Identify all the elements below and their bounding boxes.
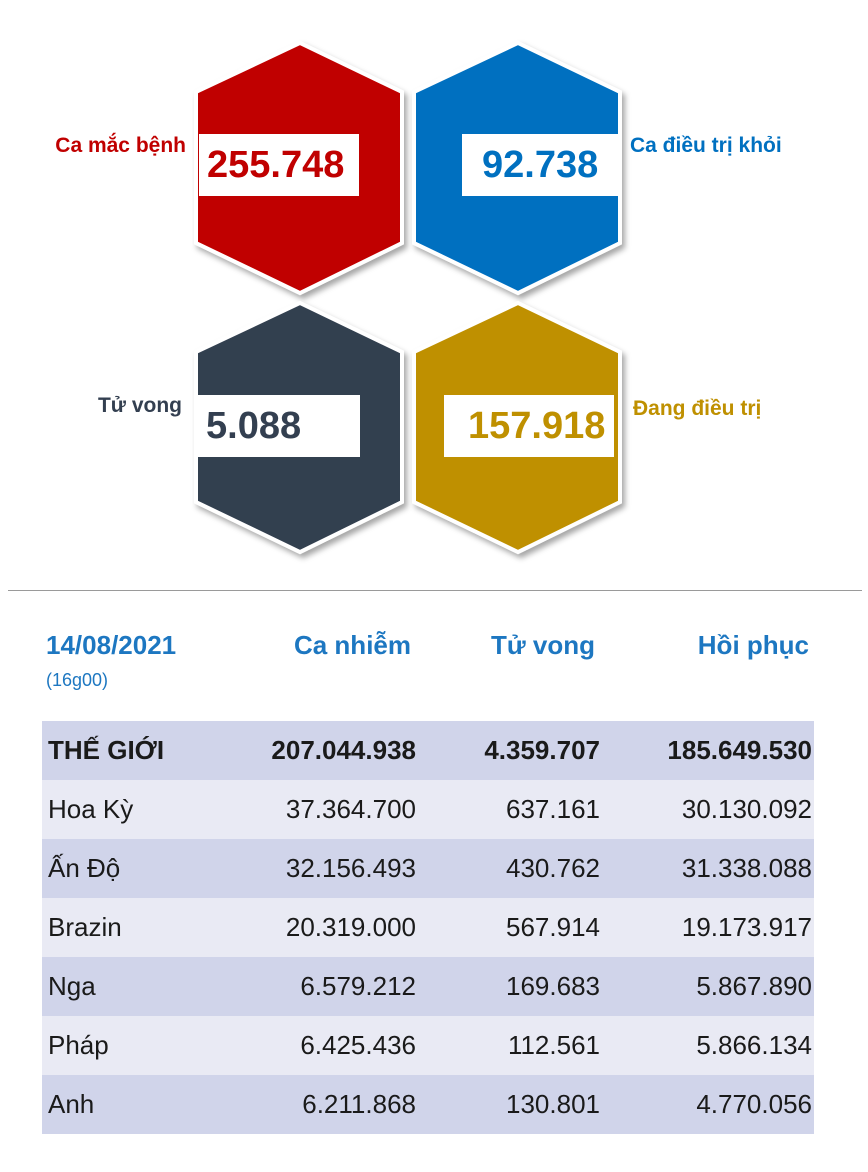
table-time: (16g00)	[46, 670, 109, 690]
deaths-cell: 430.762	[506, 853, 600, 883]
recovered-cell: 31.338.088	[681, 853, 812, 883]
deaths-cell: 130.801	[506, 1089, 600, 1119]
column-header-deaths: Tử vong	[490, 630, 595, 660]
deaths-cell: 567.914	[506, 912, 600, 942]
treating-label: Đang điều trị	[633, 397, 762, 420]
deaths-cell: 112.561	[507, 1030, 600, 1060]
recovered-cell: 19.173.917	[681, 912, 812, 942]
recovered-label: Ca điều trị khỏi	[630, 134, 782, 157]
cases-cell: 37.364.700	[285, 794, 416, 824]
deaths-label: Tử vong	[97, 394, 182, 417]
table-row: Anh 6.211.868 130.801 4.770.056	[42, 1075, 814, 1134]
cases-cell: 6.579.212	[300, 971, 416, 1001]
deaths-cell: 4.359.707	[484, 735, 600, 765]
country-name: Nga	[48, 971, 96, 1001]
cases-cell: 32.156.493	[285, 853, 416, 883]
deaths-value: 5.088	[198, 395, 360, 457]
recovered-cell: 30.130.092	[681, 794, 812, 824]
recovered-cell: 4.770.056	[696, 1089, 812, 1119]
table-row: Brazin 20.319.000 567.914 19.173.917	[42, 898, 814, 957]
table-date: 14/08/2021	[46, 630, 177, 660]
country-name: Hoa Kỳ	[48, 794, 134, 824]
table-row: Pháp 6.425.436 112.561 5.866.134	[42, 1016, 814, 1075]
stats-hexagons	[194, 40, 622, 555]
section-divider	[8, 590, 862, 591]
deaths-cell: 169.683	[506, 971, 600, 1001]
covid-world-table: THẾ GIỚI 207.044.938 4.359.707 185.649.5…	[42, 721, 814, 1134]
deaths-cell: 637.161	[506, 794, 600, 824]
country-name: Pháp	[48, 1030, 109, 1060]
recovered-cell: 5.866.134	[696, 1030, 812, 1060]
cases-cell: 6.425.436	[300, 1030, 416, 1060]
cases-value: 255.748	[199, 134, 359, 196]
column-header-recovered: Hồi phục	[697, 630, 809, 660]
cases-cell: 207.044.938	[271, 735, 416, 765]
cases-label: Ca mắc bệnh	[55, 134, 186, 157]
table-row: Nga 6.579.212 169.683 5.867.890	[42, 957, 814, 1016]
cases-cell: 20.319.000	[285, 912, 416, 942]
recovered-cell: 185.649.530	[667, 735, 812, 765]
country-name: Anh	[48, 1089, 95, 1119]
treating-value: 157.918	[444, 395, 614, 457]
country-name: Brazin	[48, 912, 122, 942]
country-name: THẾ GIỚI	[48, 735, 165, 765]
country-name: Ấn Độ	[48, 853, 121, 883]
recovered-value: 92.738	[462, 134, 618, 196]
recovered-cell: 5.867.890	[696, 971, 812, 1001]
table-row: Hoa Kỳ 37.364.700 637.161 30.130.092	[42, 780, 814, 839]
cases-cell: 6.211.868	[302, 1089, 416, 1119]
table-row: Ấn Độ 32.156.493 430.762 31.338.088	[42, 839, 814, 898]
column-header-cases: Ca nhiễm	[293, 630, 411, 660]
table-row-world: THẾ GIỚI 207.044.938 4.359.707 185.649.5…	[42, 721, 814, 780]
